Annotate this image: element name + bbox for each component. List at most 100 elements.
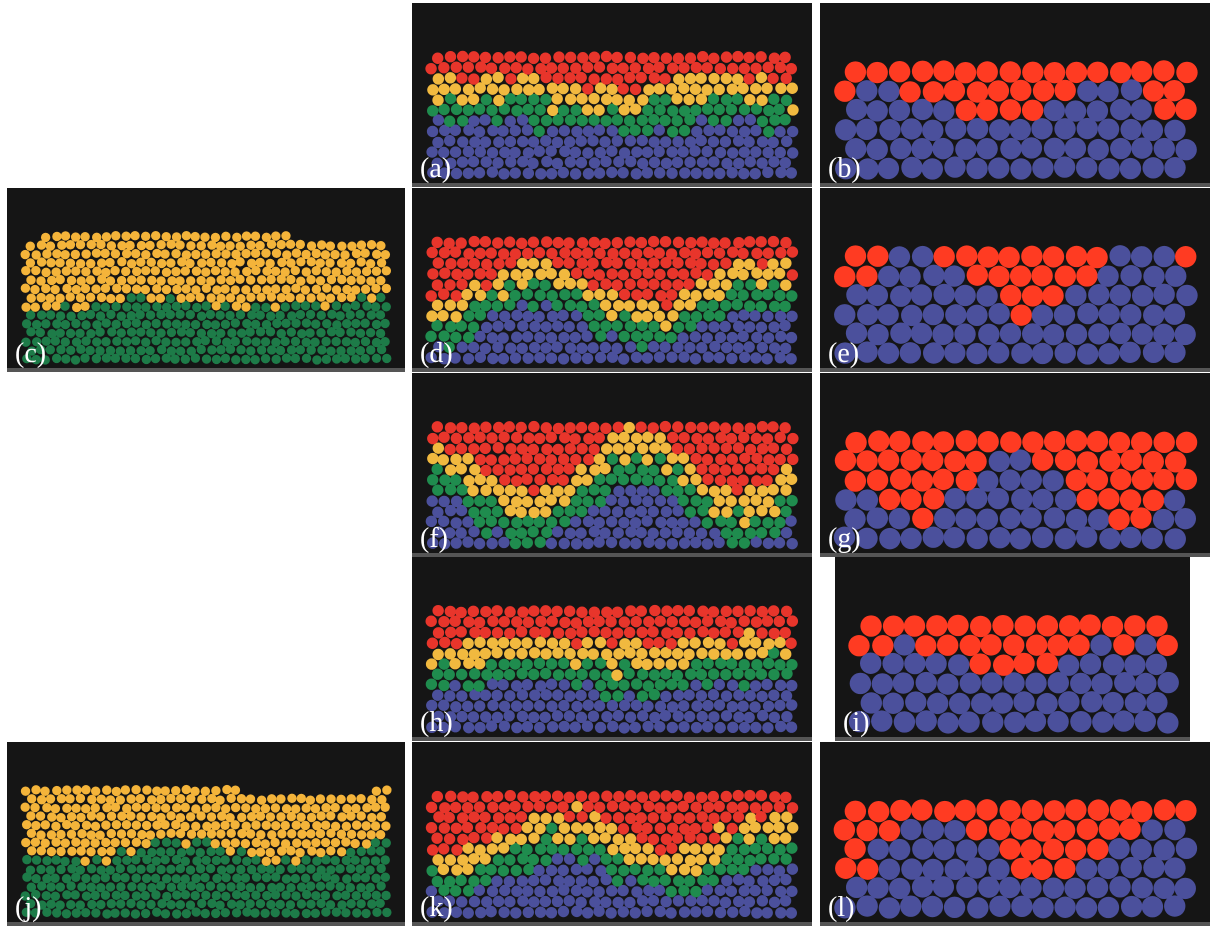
ball	[943, 80, 966, 102]
ball	[780, 605, 793, 618]
ball	[780, 853, 792, 865]
ball	[236, 794, 247, 804]
ball	[270, 837, 280, 848]
ball	[719, 896, 732, 909]
ball	[504, 812, 516, 824]
ball	[612, 627, 624, 639]
ball	[653, 474, 666, 487]
ball	[576, 114, 588, 127]
ball	[450, 701, 462, 713]
ball	[426, 537, 439, 549]
ball	[462, 452, 474, 465]
ball	[707, 790, 719, 803]
ball	[291, 300, 301, 311]
ball	[933, 60, 955, 82]
ball	[20, 802, 30, 812]
ball	[425, 290, 437, 302]
ball	[498, 84, 510, 96]
ball	[546, 700, 558, 712]
ball	[661, 484, 673, 497]
ball	[146, 257, 156, 268]
ball	[105, 345, 116, 356]
ball	[540, 812, 552, 825]
ball	[326, 846, 336, 856]
ball	[600, 278, 612, 290]
ball	[227, 328, 237, 338]
ball	[613, 648, 625, 660]
ball	[737, 82, 749, 95]
ball	[665, 83, 678, 95]
ball	[768, 853, 780, 865]
ball	[1043, 137, 1066, 160]
ball	[738, 309, 750, 321]
ball	[1000, 137, 1022, 160]
ball	[1042, 470, 1064, 492]
ball	[493, 258, 505, 270]
ball	[1146, 691, 1168, 714]
ball	[866, 100, 888, 122]
ball	[684, 831, 696, 844]
ball	[690, 311, 703, 323]
ball	[105, 865, 116, 875]
ball	[769, 114, 781, 126]
ball	[235, 274, 245, 285]
ball	[1164, 857, 1186, 879]
ball	[281, 855, 291, 865]
ball	[708, 421, 720, 433]
ball	[635, 812, 647, 824]
ball	[207, 898, 217, 909]
ball	[696, 811, 708, 823]
ball	[86, 239, 96, 250]
ball	[201, 354, 212, 364]
ball	[443, 833, 456, 845]
ball	[76, 344, 86, 354]
ball	[286, 258, 296, 268]
ball	[1088, 323, 1110, 345]
scale-strip	[820, 922, 1210, 926]
ball	[570, 62, 582, 74]
ball	[351, 248, 362, 259]
ball	[1021, 285, 1044, 307]
ball	[241, 248, 251, 259]
ball	[653, 657, 665, 670]
ball	[715, 515, 727, 527]
ball	[296, 276, 306, 286]
ball	[552, 669, 565, 681]
ball	[121, 318, 132, 329]
ball	[564, 93, 577, 105]
ball	[235, 310, 246, 320]
ball	[277, 257, 287, 268]
ball	[672, 505, 684, 517]
ball	[576, 442, 588, 455]
ball	[541, 443, 553, 456]
ball	[455, 463, 467, 475]
ball	[982, 711, 1004, 733]
ball	[86, 864, 97, 874]
ball	[623, 421, 635, 434]
ball	[267, 794, 277, 804]
ball	[557, 62, 569, 74]
ball	[1086, 61, 1109, 83]
ball	[360, 248, 370, 258]
ball	[195, 847, 205, 858]
ball	[786, 82, 798, 94]
ball	[1013, 652, 1035, 675]
ball	[678, 62, 690, 74]
ball	[732, 422, 744, 434]
ball	[528, 647, 541, 659]
ball	[540, 258, 552, 270]
ball	[455, 504, 468, 517]
ball	[474, 351, 487, 363]
ball	[679, 310, 691, 323]
ball	[588, 853, 601, 865]
ball	[60, 337, 71, 347]
ball	[768, 896, 781, 908]
ball	[438, 907, 451, 919]
ball	[192, 302, 202, 313]
ball	[551, 526, 564, 538]
ball	[966, 81, 989, 103]
ball	[281, 231, 291, 241]
ball	[462, 104, 475, 116]
ball	[65, 328, 76, 339]
ball	[281, 318, 291, 329]
